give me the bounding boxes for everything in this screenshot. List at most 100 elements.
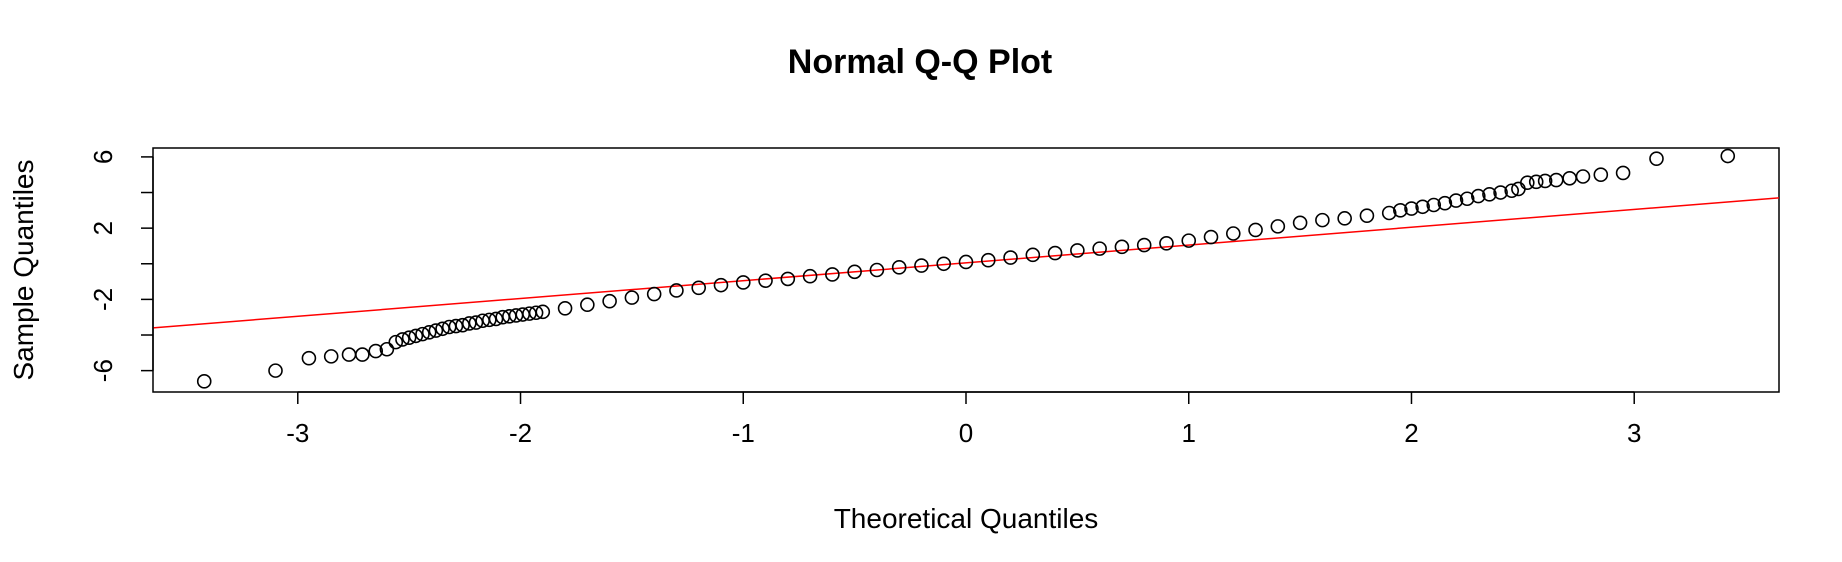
data-point [435, 321, 450, 337]
data-point [891, 260, 907, 275]
y-tick-label: 2 [88, 221, 118, 235]
data-point [869, 262, 885, 278]
x-tick-label: 2 [1404, 418, 1418, 448]
data-point [1136, 237, 1152, 253]
x-axis: -3 -2 -1 0 1 2 3 [286, 391, 1641, 448]
data-point [1482, 187, 1497, 202]
data-point [1537, 173, 1553, 189]
data-point [713, 277, 729, 293]
data-point [1471, 188, 1486, 204]
data-point [1459, 191, 1475, 207]
data-point [323, 349, 339, 364]
data-point [482, 312, 497, 328]
data-point [825, 267, 840, 282]
x-tick-label: 0 [959, 418, 973, 448]
data-point [1092, 241, 1107, 256]
data-point [428, 323, 444, 338]
chart-title: Normal Q-Q Plot [788, 43, 1052, 81]
reference-line [152, 197, 1780, 329]
data-point [1528, 174, 1544, 190]
x-tick-label: -2 [509, 418, 532, 448]
data-point [341, 347, 357, 362]
data-point [455, 317, 470, 333]
data-point [646, 286, 662, 302]
data-point [1025, 247, 1041, 263]
plot-frame [152, 147, 1780, 393]
data-point [847, 264, 862, 280]
data-point [1649, 151, 1664, 166]
data-point [1404, 201, 1419, 216]
data-point [1159, 235, 1174, 251]
data-point [415, 326, 430, 342]
data-points [196, 148, 1736, 389]
x-tick-label: 3 [1627, 418, 1641, 448]
data-point [1575, 169, 1591, 184]
y-axis-label: Sample Quantiles [8, 159, 39, 380]
data-point [669, 283, 684, 298]
data-point [448, 318, 464, 334]
data-point [1437, 195, 1453, 211]
data-point [1337, 211, 1352, 226]
data-point [1203, 229, 1219, 245]
data-point [580, 297, 595, 313]
data-point [557, 300, 573, 316]
y-tick-label: 6 [88, 150, 118, 164]
data-point [1381, 205, 1397, 221]
data-point [468, 315, 484, 330]
y-axis: -6 -2 2 6 [88, 150, 154, 382]
data-point [268, 363, 283, 378]
data-point [528, 305, 544, 321]
data-point [914, 258, 929, 273]
data-point [802, 268, 818, 284]
data-point [535, 304, 551, 320]
data-point [401, 330, 417, 345]
data-point [1070, 243, 1085, 258]
data-point [1720, 148, 1736, 164]
data-point [1315, 212, 1330, 228]
data-point [1426, 197, 1442, 213]
data-point [1415, 199, 1430, 215]
data-point [408, 328, 424, 344]
x-tick-label: -3 [286, 418, 309, 448]
data-point [936, 256, 952, 272]
data-point [1393, 203, 1408, 218]
data-point [379, 341, 395, 357]
x-tick-label: -1 [732, 418, 755, 448]
data-point [355, 347, 370, 362]
data-point [488, 311, 504, 327]
data-point [691, 280, 707, 296]
data-point [1359, 208, 1375, 223]
data-point [421, 325, 437, 340]
data-point [602, 293, 617, 309]
data-point [1225, 226, 1241, 241]
data-point [1448, 193, 1464, 208]
data-point [780, 271, 796, 287]
data-point [461, 316, 477, 331]
data-point [624, 290, 640, 305]
data-point [1593, 167, 1609, 183]
data-point [1270, 219, 1286, 234]
data-point [196, 374, 212, 389]
data-point [1114, 239, 1130, 255]
data-point [301, 350, 317, 366]
y-tick-label: -6 [88, 359, 118, 382]
data-point [1003, 250, 1018, 265]
x-axis-label: Theoretical Quantiles [834, 503, 1099, 534]
data-point [388, 334, 404, 350]
data-point [1493, 185, 1508, 200]
data-point [1047, 245, 1063, 261]
data-point [980, 252, 996, 268]
data-point [1181, 233, 1197, 248]
data-point [1248, 222, 1263, 238]
data-point [1562, 170, 1577, 186]
data-point [395, 332, 410, 347]
data-point [1520, 175, 1535, 191]
data-point [1615, 165, 1631, 181]
data-point [368, 343, 384, 359]
x-tick-label: 1 [1182, 418, 1196, 448]
data-point [758, 273, 773, 288]
plot-area [152, 147, 1780, 393]
data-point [1292, 215, 1308, 231]
data-point [958, 254, 974, 270]
